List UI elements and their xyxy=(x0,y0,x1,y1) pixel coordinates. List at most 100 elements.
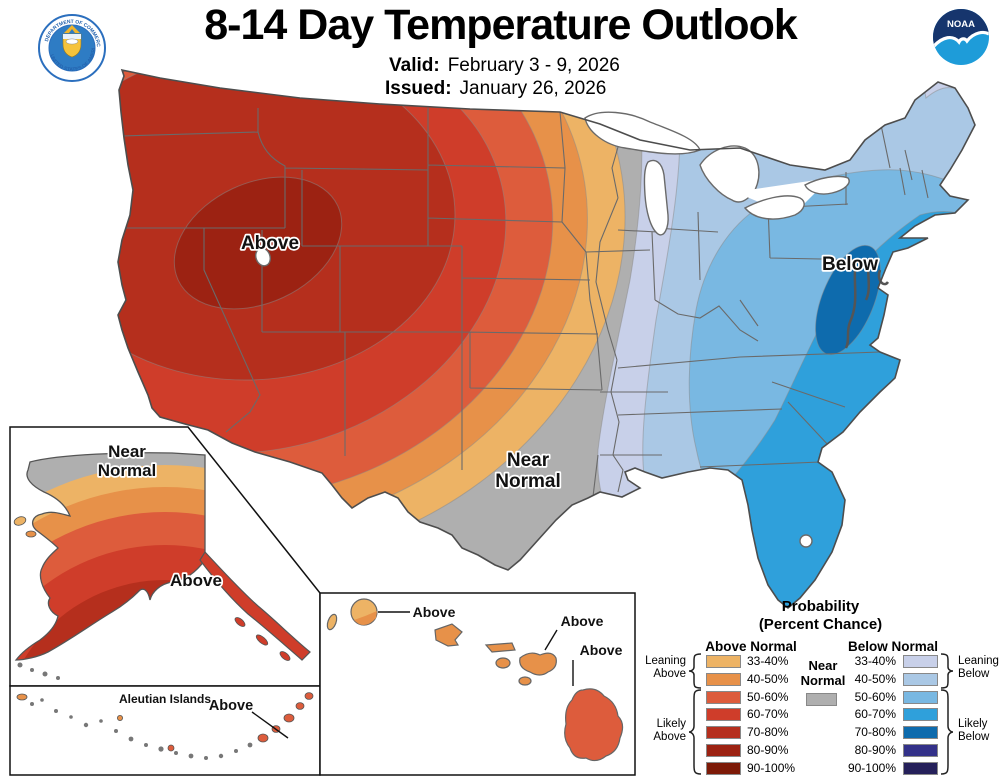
island-oahu xyxy=(434,623,463,647)
doc-ship xyxy=(65,38,79,45)
legend-below-normal-header: Below Normal xyxy=(847,639,939,654)
island-big-island xyxy=(564,688,624,762)
likely-above-line2: Above xyxy=(653,731,686,743)
legend-title-line1: Probability xyxy=(781,598,860,615)
above-label-90-100: 90-100% xyxy=(747,760,796,775)
above-label-70-80: 70-80% xyxy=(747,725,789,740)
alaska-near-normal-label-line2: Normal xyxy=(98,461,157,480)
below-label-33-40: 33-40% xyxy=(854,654,896,668)
likely-below-label: Likely Below xyxy=(958,718,1001,744)
lake-ontario xyxy=(804,175,850,195)
legend: Probability (Percent Chance) Above Norma… xyxy=(640,592,1001,780)
below-label-70-80: 70-80% xyxy=(854,725,896,740)
legend-title-line2: (Percent Chance) xyxy=(758,616,883,633)
island-lanai xyxy=(495,657,511,669)
aleutian-inset-box xyxy=(9,685,321,776)
noaa-logo: NOAA xyxy=(933,9,989,65)
great-salt-lake xyxy=(255,247,271,267)
below-label-80-90: 80-90% xyxy=(854,743,896,757)
alaska-panhandle xyxy=(199,551,311,661)
aleutian-above-label: Above xyxy=(209,698,253,714)
leaning-below-brace xyxy=(940,653,954,689)
valid-line: Valid: February 3 - 9, 2026 xyxy=(389,55,620,77)
legend-near-normal-label: Near Normal xyxy=(783,658,863,688)
alaska-outline xyxy=(14,452,206,661)
island-maui xyxy=(519,652,557,676)
great-lakes xyxy=(255,111,850,548)
above-label-50-60: 50-60% xyxy=(747,689,789,704)
above-swatch-50-60 xyxy=(706,690,741,704)
aleutian-above-leader-line xyxy=(251,711,289,739)
hawaii-above-label-maui: Above xyxy=(561,613,604,629)
noaa-logo-text: NOAA xyxy=(947,19,975,30)
leaning-above-brace xyxy=(688,653,702,689)
leaning-above-label: Leaning Above xyxy=(640,655,686,681)
leaning-below-label: Leaning Below xyxy=(958,655,1001,681)
alaska-near-normal-label-line1: Near xyxy=(108,442,146,461)
likely-below-line2: Below xyxy=(958,731,990,743)
above-swatch-70-80 xyxy=(706,726,741,740)
alaska-west-islands xyxy=(13,516,37,538)
leaning-above-line2: Above xyxy=(653,668,686,680)
leaning-above-line1: Leaning xyxy=(645,655,686,667)
maine-near-normal-spot xyxy=(891,77,915,91)
leaning-below-line2: Below xyxy=(958,668,990,680)
valid-value: February 3 - 9, 2026 xyxy=(447,55,620,76)
hawaii-above-label-big-island: Above xyxy=(580,642,623,658)
alaska-above-label: Above xyxy=(170,571,222,590)
hawaii-above-label-kauai: Above xyxy=(413,604,456,620)
conus-above-label: Above xyxy=(241,233,299,254)
above-swatch-60-70 xyxy=(706,708,741,722)
aleutian-islands-label: Aleutian Islands xyxy=(119,692,211,706)
legend-near-line1: Near xyxy=(808,658,838,673)
above-label-40-50: 40-50% xyxy=(747,671,789,686)
hawaii-leader-lines xyxy=(378,611,574,686)
below-swatch-80-90 xyxy=(903,744,938,757)
page-title: 8-14 Day Temperature Outlook xyxy=(204,1,798,49)
lake-michigan xyxy=(643,159,669,236)
above-swatch-80-90 xyxy=(706,744,741,757)
likely-above-brace xyxy=(688,689,702,775)
lake-erie xyxy=(743,195,805,220)
below-swatch-60-70 xyxy=(903,708,938,722)
below-label-40-50: 40-50% xyxy=(854,671,896,686)
doc-shield-band xyxy=(63,34,81,39)
below-swatch-40-50 xyxy=(903,672,938,686)
issued-line: Issued: January 26, 2026 xyxy=(385,78,606,100)
below-swatch-33-40 xyxy=(903,655,938,668)
above-label-33-40: 33-40% xyxy=(747,654,789,668)
island-kahoolawe xyxy=(518,676,532,686)
below-swatch-70-80 xyxy=(903,726,938,740)
alaska-aleutian-specks xyxy=(17,662,60,680)
above-label-80-90: 80-90% xyxy=(747,743,789,757)
alaska-panhandle-islands xyxy=(234,617,291,661)
conus-near-normal-label-line2: Normal xyxy=(495,471,560,492)
likely-below-line1: Likely xyxy=(958,718,988,730)
below-label-50-60: 50-60% xyxy=(854,689,896,704)
issued-value: January 26, 2026 xyxy=(459,78,607,99)
doc-seal: DEPARTMENT OF COMMERCE UNITED STATES OF … xyxy=(0,0,106,82)
above-label-60-70: 60-70% xyxy=(747,707,789,722)
aleutian-islands-chain: Aleutian Islands Above xyxy=(16,692,314,760)
hawaii-islands xyxy=(326,598,624,762)
above-band-80-90 xyxy=(173,176,343,310)
conus-below-label: Below xyxy=(822,254,878,275)
state-borders xyxy=(121,108,929,506)
doc-eagle xyxy=(64,25,80,33)
lake-okeechobee xyxy=(799,534,813,548)
above-swatch-40-50 xyxy=(706,672,741,686)
below-label-60-70: 60-70% xyxy=(854,707,896,722)
island-niihau xyxy=(326,613,338,631)
issued-label: Issued: xyxy=(385,78,452,99)
conus-outline xyxy=(117,68,976,610)
likely-below-brace xyxy=(940,689,954,775)
conus-near-normal-label-line1: Near xyxy=(507,450,550,471)
below-label-90-100: 90-100% xyxy=(847,760,896,775)
likely-above-line1: Likely xyxy=(656,718,686,730)
below-swatch-50-60 xyxy=(903,690,938,704)
noaa-seagull-icon xyxy=(933,30,989,49)
island-molokai xyxy=(484,642,516,653)
island-kauai-south xyxy=(354,611,377,626)
